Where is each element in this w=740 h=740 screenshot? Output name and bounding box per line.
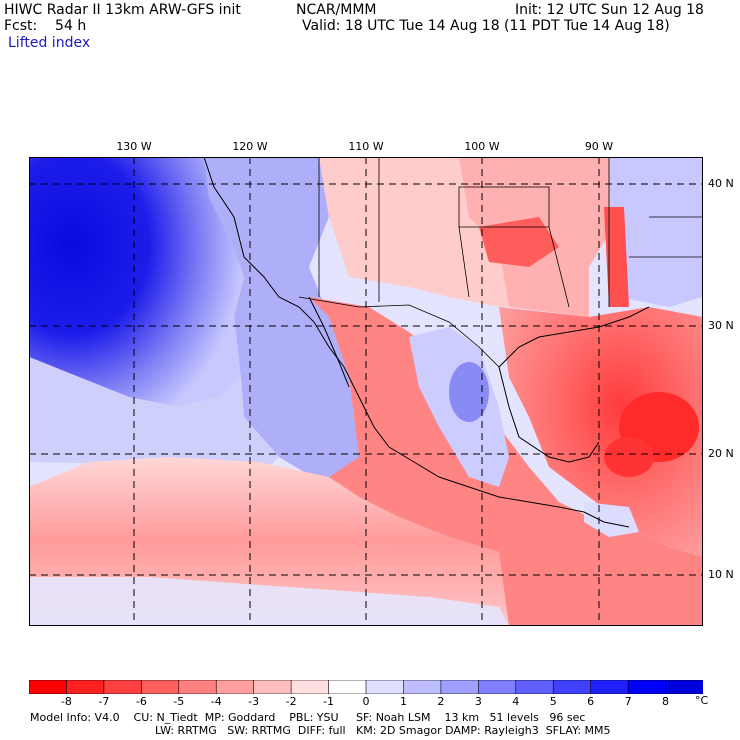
colorbar-tick-label: 3: [474, 695, 482, 708]
model-title: HIWC Radar II 13km ARW-GFS init: [4, 2, 241, 18]
colorbar-tick-label: 6: [587, 695, 595, 708]
colorbar-swatch: [66, 680, 105, 694]
colorbar-tick-label: -6: [135, 695, 147, 708]
colorbar-swatch: [365, 680, 405, 694]
lon-label-120w: 120 W: [232, 140, 268, 153]
lat-label-30n: 30 N: [708, 319, 734, 332]
central-america-light: [584, 502, 639, 537]
forecast-hour: Fcst: 54 h: [4, 18, 87, 34]
lat-lon-grid: [29, 157, 703, 626]
colorbar-swatch: [328, 680, 367, 694]
colorbar-swatch: [552, 680, 592, 694]
colorbar-swatch: [515, 680, 555, 694]
lon-label-110w: 110 W: [348, 140, 384, 153]
colorbar-swatch: [103, 680, 143, 694]
lifted-index-map: [29, 157, 703, 626]
lat-label-10n: 10 N: [708, 568, 734, 581]
colorbar-tick-label: 7: [624, 695, 632, 708]
colorbar-tick-label: 5: [549, 695, 557, 708]
colorbar-swatch: [141, 680, 180, 694]
lon-label-90w: 90 W: [584, 140, 614, 153]
eastern-us-stable: [609, 157, 703, 307]
lat-label-40n: 40 N: [708, 177, 734, 190]
yucatan-red-core: [604, 437, 654, 477]
coastal-blue-band: [204, 157, 359, 487]
colorbar-tick-label: 4: [512, 695, 520, 708]
colorbar-swatch: [590, 680, 629, 694]
mississippi-red-strip: [604, 207, 629, 307]
colorbar-swatch: [178, 680, 218, 694]
valid-time: Valid: 18 UTC Tue 14 Aug 18 (11 PDT Tue …: [302, 18, 670, 34]
colorbar-tick-label: -8: [60, 695, 72, 708]
colorbar-tick-label: 8: [662, 695, 670, 708]
colorbar-swatch: [665, 680, 703, 694]
model-info-line1: Model Info: V4.0 CU: N_Tiedt MP: Goddard…: [30, 711, 586, 724]
colorbar-tick-label: 0: [362, 695, 370, 708]
colorbar-tick-label: 2: [437, 695, 445, 708]
map-frame: [29, 157, 703, 626]
colorbar-swatch: [215, 680, 255, 694]
colorbar-tick-label: -2: [285, 695, 297, 708]
colorbar-tick-label: 1: [399, 695, 407, 708]
light-blue-ocean: [29, 357, 279, 467]
colorbar-swatch: [29, 680, 68, 694]
init-time: Init: 12 UTC Sun 12 Aug 18: [515, 2, 704, 18]
pacific-stable-region: [29, 157, 244, 407]
colorbar-swatch: [253, 680, 292, 694]
lon-label-130w: 130 W: [116, 140, 152, 153]
plains-red-core: [479, 217, 559, 267]
colorbar-tick-label: -4: [210, 695, 222, 708]
lat-label-20n: 20 N: [708, 447, 734, 460]
gulf-unstable-region: [499, 307, 703, 557]
colorbar-unit: °C: [695, 694, 709, 707]
colorbar-tick-label: -1: [323, 695, 335, 708]
colorbar-swatch: [478, 680, 517, 694]
colorbar-swatch: [403, 680, 442, 694]
far-south-light: [29, 577, 509, 626]
colorbar-tick-label: -7: [98, 695, 110, 708]
colorbar-swatch: [440, 680, 480, 694]
colorbar-swatch: [627, 680, 667, 694]
model-info-line2: LW: RRTMG SW: RRTMG DIFF: full KM: 2D Sm…: [155, 724, 611, 737]
lon-label-100w: 100 W: [464, 140, 500, 153]
plateau-blue-core: [449, 362, 489, 422]
colorbar-tick-label: -5: [173, 695, 185, 708]
org-label: NCAR/MMM: [296, 2, 377, 18]
colorbar: [29, 680, 703, 694]
colorbar-swatch: [290, 680, 330, 694]
field-name: Lifted index: [8, 35, 91, 51]
colorbar-tick-label: -3: [248, 695, 260, 708]
